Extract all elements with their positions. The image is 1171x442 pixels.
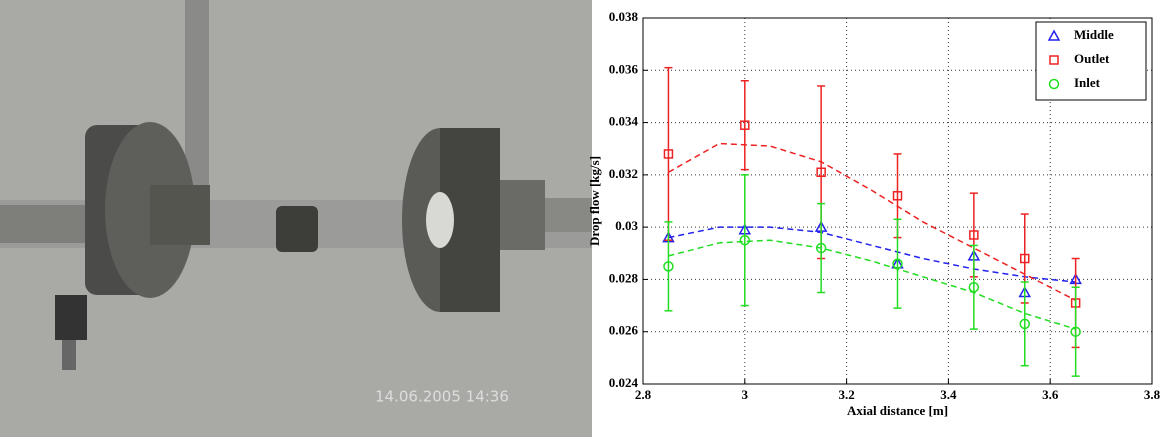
error-bar	[893, 218, 902, 309]
sample	[276, 206, 318, 252]
x-tick-label: 3.4	[940, 387, 957, 402]
y-axis-label: Drop flow [kg/s]	[587, 156, 602, 246]
x-tick-label: 2.8	[635, 387, 652, 402]
y-tick-label: 0.024	[609, 375, 639, 390]
error-bar	[969, 244, 978, 330]
error-bar	[740, 174, 749, 307]
vertical-pipe	[185, 0, 209, 190]
marker	[1049, 55, 1059, 65]
y-tick-label: 0.026	[609, 323, 639, 338]
y-tick-label: 0.038	[609, 9, 639, 24]
marker	[1070, 326, 1081, 337]
x-tick-label: 3.8	[1144, 387, 1161, 402]
marker	[969, 230, 979, 240]
legend-label: Middle	[1074, 27, 1114, 42]
marker	[1020, 253, 1030, 264]
y-tick-label: 0.034	[609, 114, 639, 129]
timestamp: 14.06.2005 14:36	[375, 388, 509, 406]
legend-label: Inlet	[1074, 75, 1101, 90]
error-bar	[664, 66, 673, 241]
x-axis-label: Axial distance [m]	[847, 403, 948, 418]
fit-line	[668, 239, 1076, 330]
marker	[740, 120, 750, 130]
error-bar	[1020, 281, 1029, 367]
fitting	[55, 295, 87, 340]
error-bar	[1071, 286, 1080, 377]
plot-frame	[642, 17, 1153, 385]
y-tick-label: 0.028	[609, 270, 639, 285]
fit-line	[668, 226, 1076, 283]
marker	[815, 242, 827, 254]
marker	[892, 258, 903, 269]
marker	[739, 234, 751, 246]
series	[663, 174, 1081, 377]
error-bar	[817, 202, 826, 294]
legend-box	[1035, 21, 1147, 101]
fit-line	[668, 142, 1076, 302]
y-tick-label: 0.032	[609, 166, 638, 181]
photo: 14.06.2005 14:36	[0, 0, 592, 437]
marker	[663, 261, 674, 272]
marker	[1048, 78, 1060, 90]
x-tick-label: 3.2	[838, 387, 854, 402]
x-tick-label: 3	[742, 387, 749, 402]
error-bar	[664, 221, 673, 312]
chart: 2.8 3 3.2 3.4 3.6 3.8 0.024 0.026 0.028 0.03 0.032…	[587, 9, 1161, 418]
bore	[426, 192, 454, 248]
legend-label: Outlet	[1074, 51, 1110, 66]
marker	[816, 167, 826, 177]
y-tick-label: 0.036	[609, 61, 639, 76]
marker	[892, 191, 903, 201]
error-bar	[740, 79, 749, 171]
marker	[663, 149, 674, 159]
fitting-tip	[62, 340, 76, 370]
x-tick-label: 3.6	[1042, 387, 1059, 402]
right-collar	[500, 180, 545, 250]
marker	[1019, 318, 1030, 330]
series	[663, 66, 1081, 349]
right-pipe	[545, 198, 592, 232]
left-collar	[150, 185, 210, 245]
marker	[1047, 29, 1061, 41]
legend: Middle Outlet Inlet	[1035, 21, 1147, 101]
marker	[968, 282, 980, 293]
series	[662, 220, 1082, 298]
y-tick-label: 0.03	[615, 218, 638, 233]
